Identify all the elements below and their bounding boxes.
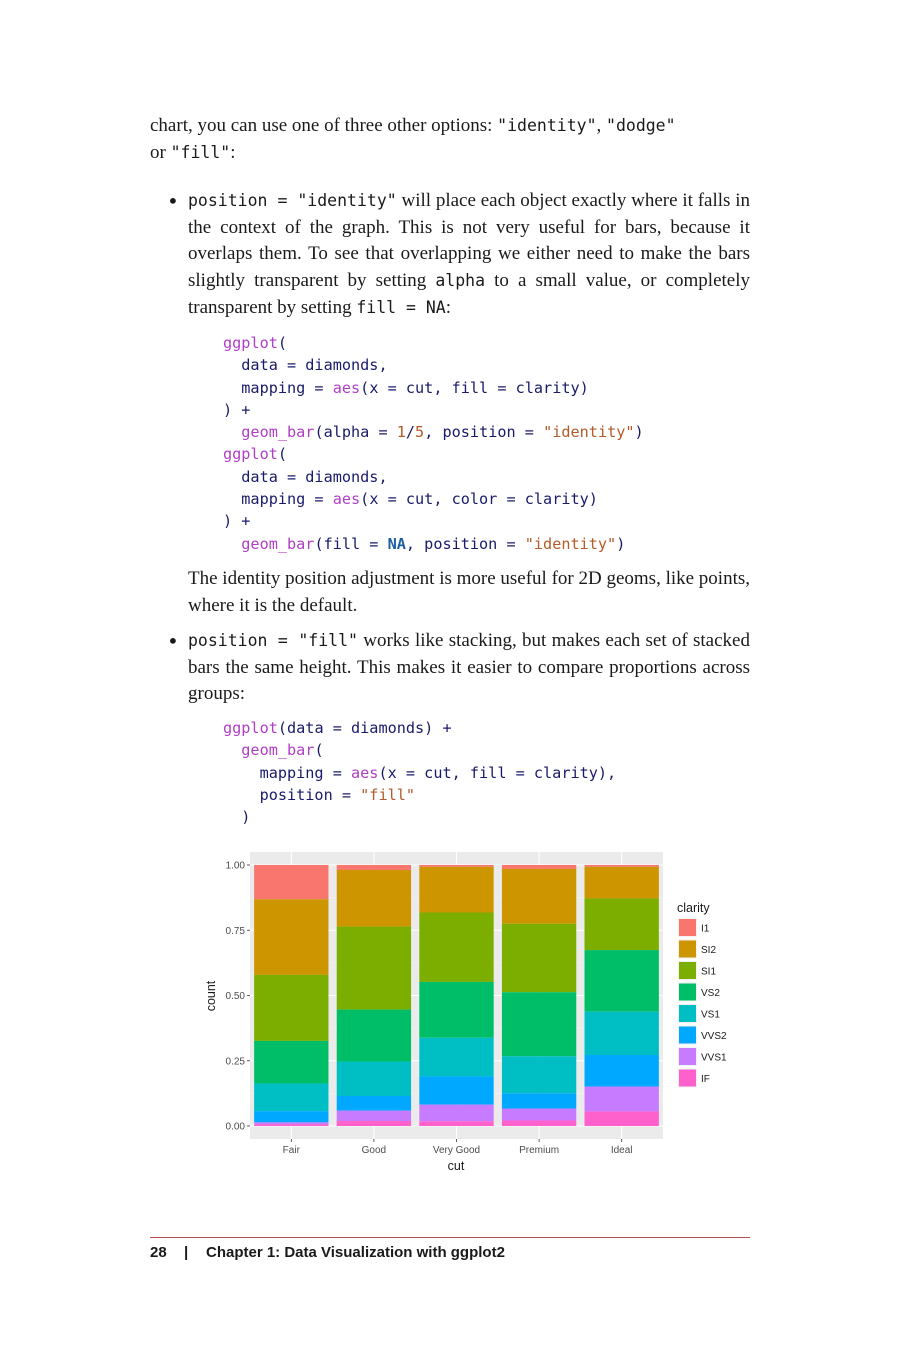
legend-label: VVS1 <box>701 1053 727 1064</box>
legend-label: VVS2 <box>701 1031 727 1042</box>
option-identity: "identity" <box>497 116 597 135</box>
legend-label: IF <box>701 1074 710 1085</box>
bar-segment-si1 <box>336 926 412 1010</box>
bar-segment-if <box>336 1121 412 1126</box>
bar-segment-i1 <box>501 865 577 869</box>
bar-segment-vs2 <box>254 1040 329 1084</box>
footer-separator: | <box>184 1244 189 1261</box>
legend-key <box>679 1048 696 1065</box>
y-tick-label: 0.00 <box>226 1122 246 1133</box>
bar-segment-vvs2 <box>501 1093 577 1109</box>
legend-label: VS1 <box>701 1010 720 1021</box>
intro-paragraph: chart, you can use one of three other op… <box>150 115 676 163</box>
x-tick-label: Very Good <box>433 1145 480 1156</box>
bar-segment-si2 <box>419 866 494 913</box>
bar-segment-vs2 <box>584 950 659 1012</box>
option-dodge: "dodge" <box>606 116 676 135</box>
bar-segment-vvs1 <box>584 1086 659 1112</box>
footer-rule <box>150 1237 750 1238</box>
bar-segment-vs1 <box>584 1011 659 1056</box>
bar-segment-if <box>501 1120 577 1126</box>
bar-segment-vvs2 <box>419 1076 494 1105</box>
y-tick-label: 0.25 <box>226 1056 246 1067</box>
bar-segment-vs1 <box>419 1037 494 1077</box>
bar-segment-vs2 <box>501 992 577 1057</box>
bullet-marker: • <box>167 189 179 213</box>
legend-key <box>679 983 696 1001</box>
bar-segment-vvs1 <box>501 1108 577 1121</box>
legend-key <box>679 919 696 936</box>
x-tick-label: Fair <box>283 1145 301 1156</box>
y-tick-label: 1.00 <box>226 861 246 872</box>
bar-segment-vs2 <box>336 1009 412 1062</box>
x-tick-label: Good <box>362 1145 386 1156</box>
x-tick-label: Premium <box>519 1145 559 1156</box>
bar-segment-vs1 <box>501 1056 577 1094</box>
bar-segment-vvs1 <box>419 1104 494 1122</box>
legend-label: SI2 <box>701 945 716 956</box>
bar-segment-vvs2 <box>336 1095 412 1111</box>
chapter-title: Chapter 1: Data Visualization with ggplo… <box>206 1244 505 1261</box>
bar-segment-vs2 <box>419 981 494 1038</box>
bar-segment-si1 <box>501 923 577 993</box>
bar-segment-i1 <box>419 865 494 867</box>
legend-key <box>679 962 696 979</box>
legend-title: clarity <box>677 901 710 915</box>
y-tick-label: 0.50 <box>226 991 246 1002</box>
bullet-marker: • <box>167 629 179 653</box>
code-block-fill: ggplot(data = diamonds) + geom_bar( mapp… <box>223 719 617 827</box>
page-number: 28 <box>150 1244 167 1261</box>
code-block-identity: ggplot( data = diamonds, mapping = aes(x… <box>223 334 644 553</box>
bar-segment-if <box>419 1121 494 1126</box>
bar-segment-i1 <box>584 865 659 867</box>
bar-segment-i1 <box>254 865 329 900</box>
bar-segment-vs1 <box>336 1061 412 1096</box>
bar-segment-si1 <box>254 974 329 1041</box>
legend-key <box>679 1069 696 1087</box>
bar-segment-vvs1 <box>336 1110 412 1122</box>
y-axis-label: count <box>204 980 218 1011</box>
bar-segment-si1 <box>584 898 659 951</box>
legend-key <box>679 1026 696 1044</box>
bar-segment-si1 <box>419 912 494 982</box>
identity-note: The identity position adjustment is more… <box>188 568 751 616</box>
legend-label: SI1 <box>701 967 716 978</box>
legend-label: I1 <box>701 924 710 935</box>
x-axis-label: cut <box>448 1159 465 1173</box>
bar-segment-i1 <box>336 865 412 870</box>
bar-segment-if <box>584 1111 659 1126</box>
bar-segment-si2 <box>501 868 577 924</box>
stacked-fill-bar-chart: 0.00 0.25 0.50 0.75 1.00 Fair Good Very Good Pr… <box>204 852 727 1173</box>
bar-segment-vs1 <box>254 1083 329 1112</box>
bullet-fill: position = "fill" works like stacking, b… <box>188 630 750 705</box>
legend-key <box>679 1005 696 1022</box>
bar-segment-vvs1 <box>254 1122 329 1125</box>
bar-segment-si2 <box>254 899 329 975</box>
option-fill: "fill" <box>170 143 231 162</box>
bar-segment-vvs2 <box>254 1111 329 1123</box>
legend-label: VS2 <box>701 988 720 999</box>
bar-segment-si2 <box>336 869 412 927</box>
y-tick-label: 0.75 <box>226 926 246 937</box>
bullet-identity: position = "identity" will place each ob… <box>188 190 750 318</box>
x-tick-label: Ideal <box>611 1145 633 1156</box>
bar-segment-vvs2 <box>584 1055 659 1087</box>
legend-key <box>679 940 696 958</box>
bar-segment-si2 <box>584 866 659 899</box>
bar-segment-if <box>254 1124 329 1126</box>
